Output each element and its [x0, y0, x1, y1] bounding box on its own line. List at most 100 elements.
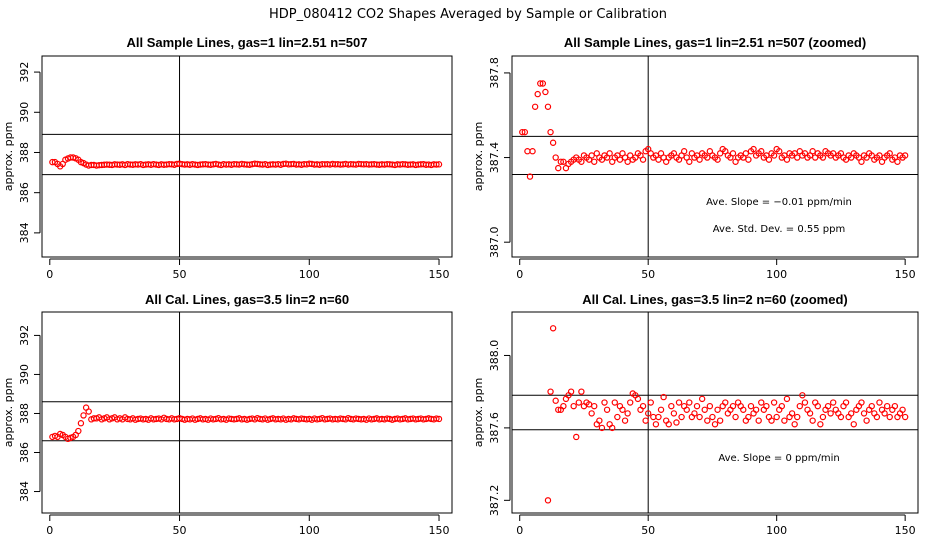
data-point: [711, 421, 719, 428]
data-point: [765, 156, 773, 163]
y-tick-label: 387.8: [488, 57, 501, 89]
data-point: [609, 424, 616, 432]
data-point: [901, 413, 909, 421]
y-tick-label: 384: [18, 481, 31, 502]
data-point: [752, 406, 760, 413]
data-point: [809, 148, 816, 155]
data-point: [883, 402, 891, 410]
data-point: [891, 402, 899, 410]
data-point: [686, 399, 693, 406]
data-point: [763, 402, 770, 410]
y-tick-label: 392: [18, 62, 31, 83]
data-point: [555, 164, 562, 172]
data-point: [655, 156, 662, 163]
data-point: [773, 413, 780, 421]
y-tick-label: 390: [18, 364, 31, 385]
y-tick-label: 384: [18, 222, 31, 243]
data-point: [714, 156, 721, 163]
data-point: [722, 399, 729, 406]
y-tick-label: 387.4: [488, 142, 501, 174]
data-point: [537, 80, 544, 87]
data-point: [634, 395, 642, 403]
data-point: [876, 399, 883, 406]
data-point: [575, 399, 583, 406]
data-point: [696, 156, 703, 163]
annotation-text: Ave. Slope = −0.01 ppm/min: [706, 197, 852, 208]
data-point: [729, 402, 737, 410]
data-point: [824, 402, 832, 410]
data-point: [596, 417, 603, 424]
data-point: [794, 413, 801, 421]
data-point: [794, 154, 801, 161]
data-point: [591, 158, 598, 165]
data-point: [850, 421, 857, 428]
data-point: [678, 413, 685, 421]
data-point: [693, 402, 701, 410]
data-point: [750, 145, 757, 153]
data-point: [547, 388, 554, 395]
data-point: [552, 397, 559, 404]
data-point: [611, 399, 618, 406]
data-point: [894, 158, 901, 165]
data-point: [819, 413, 827, 421]
data-point: [619, 406, 626, 413]
data-point: [799, 392, 806, 399]
data-point: [706, 402, 714, 410]
data-point: [781, 417, 788, 424]
data-point: [539, 80, 547, 87]
panel-title: All Cal. Lines, gas=3.5 lin=2 n=60: [145, 292, 349, 307]
data-point: [601, 399, 608, 406]
data-point: [842, 399, 850, 406]
data-point: [729, 150, 737, 157]
x-tick-label: 150: [429, 524, 450, 537]
data-point: [552, 154, 559, 161]
data-point: [534, 90, 541, 98]
data-point: [755, 417, 762, 424]
data-point: [647, 399, 654, 406]
data-point: [806, 410, 814, 417]
data-point: [77, 420, 85, 427]
data-point: [75, 427, 82, 435]
x-tick-label: 50: [641, 268, 655, 281]
data-point: [433, 415, 440, 422]
data-point: [686, 158, 693, 165]
data-point: [768, 417, 775, 424]
data-point: [573, 433, 580, 441]
data-point: [657, 406, 665, 413]
data-point: [776, 148, 783, 155]
data-point: [899, 406, 906, 413]
data-point: [873, 413, 881, 421]
x-tick-label: 150: [895, 268, 916, 281]
data-point: [627, 399, 634, 406]
annotation-text: Ave. Std. Dev. = 0.55 ppm: [713, 224, 845, 235]
x-tick-label: 100: [299, 268, 320, 281]
y-axis-label: approx. ppm: [2, 378, 15, 448]
data-point: [531, 103, 539, 110]
x-tick-label: 100: [299, 524, 320, 537]
data-point: [691, 410, 698, 417]
data-point: [740, 406, 747, 413]
data-point: [745, 156, 752, 163]
data-point: [758, 148, 765, 155]
data-point: [791, 421, 798, 428]
data-point: [830, 399, 837, 406]
chart-panel-4: All Cal. Lines, gas=3.5 lin=2 n=60 (zoom…: [472, 292, 919, 537]
data-point: [624, 410, 631, 417]
x-tick-label: 50: [641, 524, 655, 537]
x-tick-label: 100: [766, 268, 787, 281]
data-point: [716, 417, 724, 424]
chart-panel-3: All Cal. Lines, gas=3.5 lin=2 n=60 0 50 100…: [2, 292, 453, 537]
y-axis-label: approx. ppm: [472, 122, 485, 192]
x-tick-label: 100: [766, 524, 787, 537]
data-point: [557, 158, 565, 165]
data-point: [819, 154, 827, 161]
data-point: [680, 148, 688, 155]
data-point: [817, 421, 824, 428]
data-point: [616, 156, 624, 163]
data-point: [758, 399, 765, 406]
y-tick-label: 388: [18, 403, 31, 424]
data-point: [796, 402, 803, 410]
data-point: [549, 139, 557, 146]
plot-frame: [41, 55, 453, 258]
data-point: [714, 406, 721, 413]
